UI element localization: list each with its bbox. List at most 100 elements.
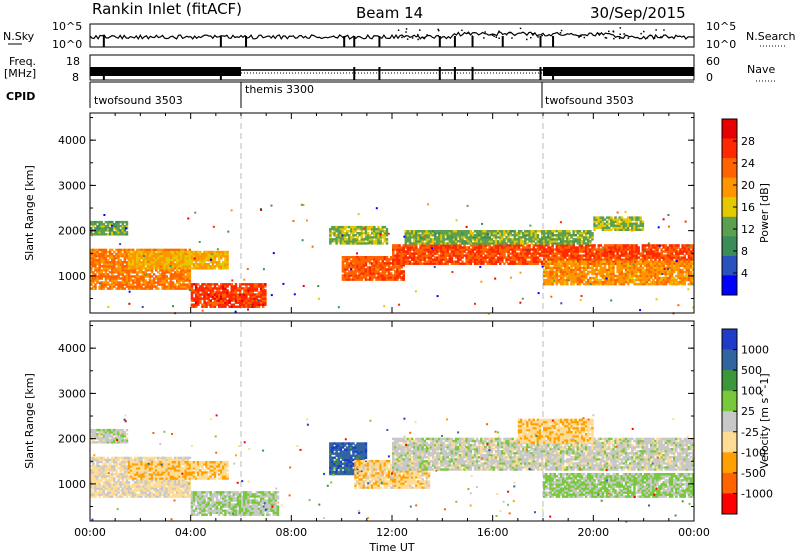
data-cell	[545, 274, 548, 278]
data-cell	[173, 265, 177, 268]
data-cell	[377, 258, 380, 261]
data-cell	[100, 271, 103, 274]
data-cell	[123, 287, 127, 290]
data-cell	[381, 272, 384, 275]
data-cell	[582, 248, 586, 251]
data-cell	[656, 262, 659, 265]
data-cell	[348, 264, 351, 267]
data-cell	[469, 230, 473, 233]
data-cell	[169, 287, 173, 290]
data-cell	[444, 246, 447, 249]
data-cell	[417, 252, 420, 255]
data-cell	[394, 248, 397, 251]
data-cell	[459, 234, 462, 237]
data-cell	[127, 263, 131, 266]
data-cell	[249, 301, 252, 304]
data-cell	[488, 252, 491, 255]
data-cell	[429, 260, 433, 263]
data-cell	[337, 238, 340, 241]
data-cell	[566, 268, 569, 272]
noise-search-dot	[401, 36, 403, 39]
data-cell	[691, 272, 695, 276]
data-cell	[685, 262, 689, 265]
data-cell	[620, 268, 624, 272]
data-cell	[222, 285, 225, 288]
data-cell	[645, 268, 649, 272]
data-cell	[536, 244, 540, 247]
data-cell	[465, 254, 468, 257]
data-cell	[186, 271, 189, 274]
data-cell	[608, 262, 611, 265]
data-cell	[639, 262, 642, 265]
data-cell	[371, 266, 374, 269]
data-cell	[431, 260, 435, 263]
data-cell	[599, 218, 603, 221]
data-cell	[108, 265, 112, 268]
data-cell	[245, 297, 248, 300]
data-cell	[673, 254, 676, 257]
data-cell	[136, 283, 139, 286]
data-cell	[159, 283, 162, 286]
data-cell	[402, 278, 405, 281]
data-cell	[169, 283, 173, 286]
data-cell	[580, 242, 584, 245]
data-cell	[480, 234, 483, 237]
data-cell	[180, 263, 183, 266]
data-cell	[150, 287, 154, 290]
data-cell	[668, 250, 672, 253]
data-cell	[155, 287, 158, 290]
data-cell	[622, 250, 626, 253]
data-cell	[90, 269, 93, 272]
data-cell	[496, 232, 500, 235]
data-cell	[176, 250, 179, 254]
data-cell	[614, 244, 617, 247]
data-cell	[251, 283, 254, 286]
data-cell	[146, 285, 150, 288]
data-cell	[350, 240, 353, 243]
data-cell	[587, 260, 590, 263]
data-cell	[238, 305, 242, 308]
data-cell	[163, 277, 166, 280]
data-cell	[136, 256, 139, 260]
data-cell	[511, 242, 514, 245]
data-cell	[597, 254, 600, 257]
data-cell	[192, 258, 196, 262]
data-cell	[389, 256, 393, 259]
data-cell	[394, 260, 397, 263]
data-cell	[620, 272, 624, 276]
data-cell	[247, 287, 250, 290]
data-cell	[150, 281, 154, 284]
data-cell	[633, 262, 636, 265]
data-cell	[251, 295, 254, 298]
data-cell	[570, 240, 573, 243]
data-cell	[570, 278, 573, 282]
data-cell	[377, 256, 380, 259]
data-cell	[591, 280, 594, 284]
data-cell	[683, 264, 686, 268]
data-cell	[559, 232, 563, 235]
data-cell	[117, 220, 120, 224]
data-cell	[98, 263, 101, 266]
data-cell	[496, 258, 500, 261]
data-cell	[194, 258, 198, 262]
data-cell	[111, 281, 114, 284]
data-cell	[666, 266, 670, 270]
data-cell	[543, 254, 546, 257]
data-cell	[652, 256, 655, 259]
data-cell	[620, 258, 624, 261]
data-cell	[176, 248, 179, 252]
data-cell	[618, 264, 621, 268]
data-cell	[650, 248, 653, 251]
data-cell	[689, 272, 693, 276]
data-cell	[605, 258, 609, 261]
data-cell	[436, 258, 439, 261]
data-cell	[129, 267, 133, 270]
data-cell	[473, 246, 477, 249]
data-cell	[352, 272, 355, 275]
data-cell	[238, 289, 242, 292]
data-cell	[161, 261, 164, 264]
data-cell	[589, 236, 592, 239]
data-cell	[259, 301, 263, 304]
data-cell	[499, 246, 502, 249]
data-cell	[383, 236, 387, 239]
